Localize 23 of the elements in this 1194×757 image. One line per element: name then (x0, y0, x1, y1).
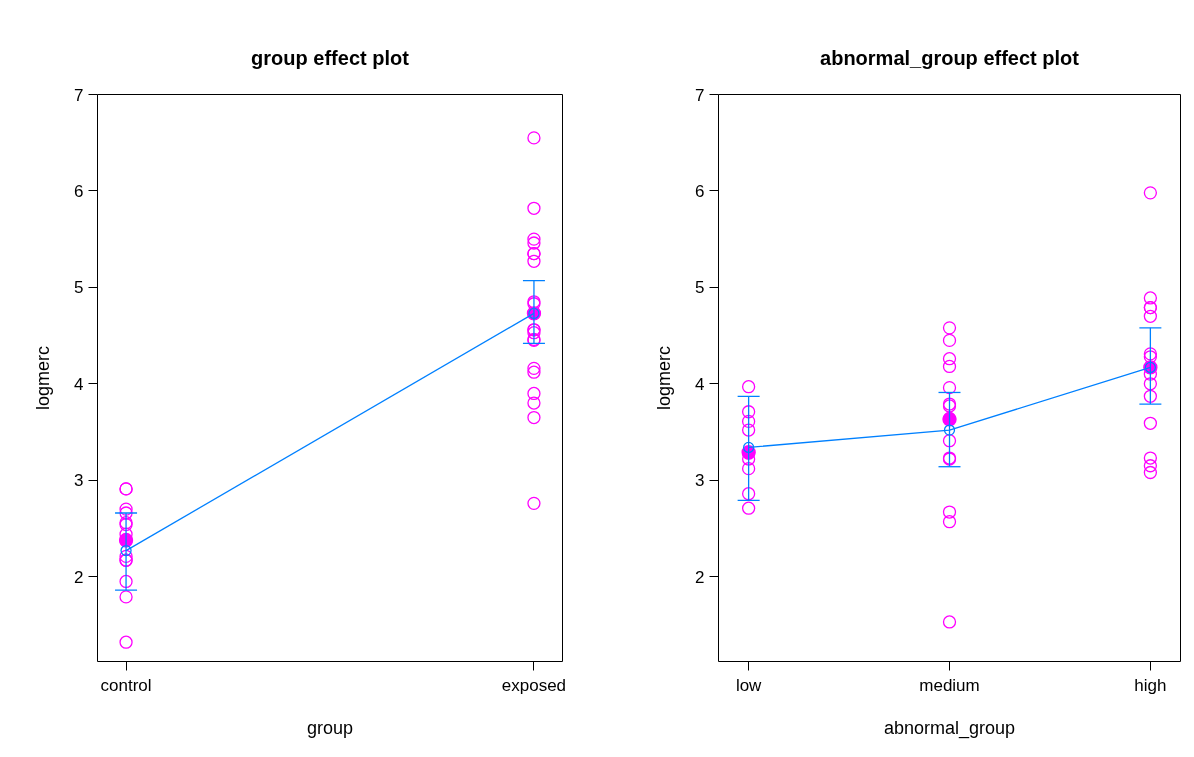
x-tick-label: low (735, 675, 763, 695)
y-tick-label: 5 (74, 278, 84, 298)
y-tick-label: 4 (74, 374, 84, 394)
y-tick-label: 4 (695, 374, 705, 394)
y-axis-title: logmerc (654, 345, 675, 411)
y-tick-label: 2 (695, 567, 705, 587)
y-tick-label: 6 (74, 181, 84, 201)
x-tick-label: control (100, 675, 152, 695)
x-axis-title: group (306, 717, 354, 738)
y-tick-label: 7 (695, 85, 705, 105)
y-tick-label: 2 (74, 567, 84, 587)
chart-title: group effect plot (251, 46, 410, 69)
y-tick-label: 3 (695, 471, 705, 491)
x-tick-label: high (1134, 675, 1167, 695)
y-tick-label: 3 (74, 471, 84, 491)
chart-title: abnormal_group effect plot (820, 46, 1080, 69)
x-tick-label: exposed (501, 675, 567, 695)
y-tick-label: 7 (74, 85, 84, 105)
y-axis-title: logmerc (33, 345, 54, 411)
x-tick-label: medium (919, 675, 980, 695)
y-tick-label: 5 (695, 278, 705, 298)
x-axis-title: abnormal_group (883, 717, 1016, 739)
y-tick-label: 6 (695, 181, 705, 201)
